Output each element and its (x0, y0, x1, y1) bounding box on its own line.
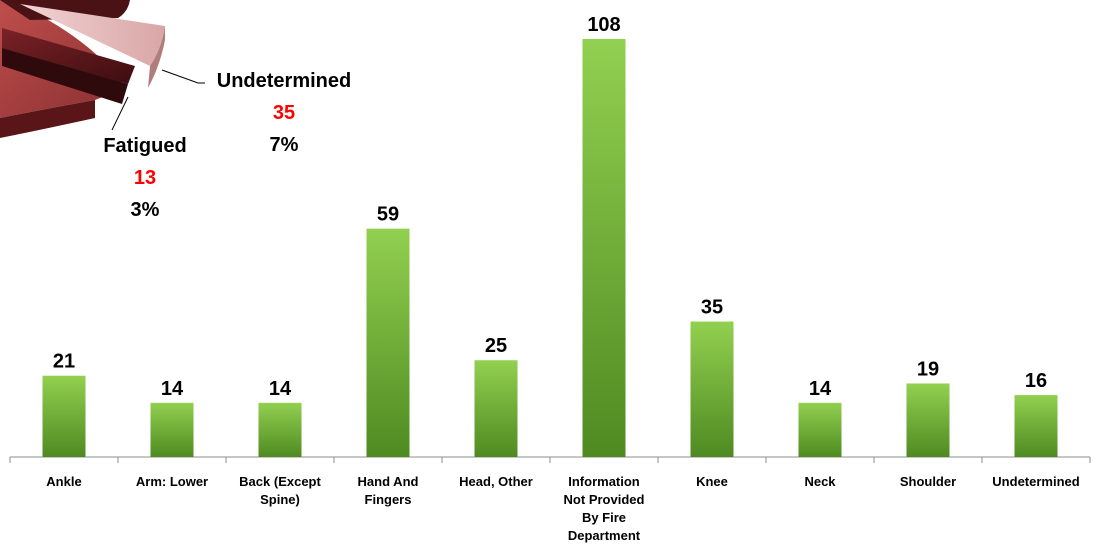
bar-value-label: 14 (269, 378, 292, 400)
bar (1014, 395, 1058, 457)
pie-label-fatigued: Fatigued 13 3% (103, 135, 186, 221)
category-label-line: Department (568, 528, 641, 543)
bar-value-label: 25 (485, 335, 507, 357)
category-label-line: Knee (696, 474, 728, 489)
category-label: Back (Except Spine) (239, 474, 321, 507)
category-label: Information Not Provided By Fire Department (564, 474, 645, 543)
pie-label-fatigued-percent: 3% (131, 199, 160, 221)
category-label: Neck (804, 474, 836, 489)
bar (906, 383, 950, 457)
category-label-line: Ankle (46, 474, 81, 489)
bar (582, 39, 626, 457)
category-label-line: Head, Other (459, 474, 533, 489)
category-label-line: Information (568, 474, 640, 489)
pie-label-fatigued-name: Fatigued (103, 135, 186, 157)
category-label: Knee (696, 474, 728, 489)
pie-label-undetermined-percent: 7% (270, 134, 299, 156)
pie-label-fatigued-count: 13 (134, 167, 156, 189)
pie-slice-fatigued-side (2, 48, 128, 104)
bar (798, 402, 842, 457)
bar (474, 360, 518, 457)
x-axis-ticks (9, 457, 1091, 463)
pie-leader-fatigued (111, 96, 129, 131)
bar-value-label: 19 (917, 358, 939, 380)
pie-slice-undetermined (20, 4, 165, 66)
category-label-line: Fingers (365, 492, 412, 507)
category-label: Hand And Fingers (358, 474, 419, 507)
pie-label-undetermined: Undetermined 35 7% (217, 70, 351, 156)
bar-value-label: 21 (53, 351, 75, 373)
category-label: Arm: Lower (136, 474, 208, 489)
pie-label-undetermined-name: Undetermined (217, 70, 351, 92)
category-label: Head, Other (459, 474, 533, 489)
bar-value-label: 16 (1025, 370, 1047, 392)
pie-chart-fragment (0, 0, 205, 138)
bar-value-label: 35 (701, 297, 723, 319)
bars (42, 39, 1058, 457)
bar (366, 228, 410, 457)
pie-slice-top-dark (0, 0, 130, 20)
pie-label-undetermined-count: 35 (273, 102, 295, 124)
bar-value-label: 14 (809, 378, 832, 400)
pie-slice-undetermined-side (148, 26, 165, 88)
category-label: Shoulder (900, 474, 956, 489)
bar (258, 402, 302, 457)
category-label-line: Arm: Lower (136, 474, 208, 489)
category-label-line: Not Provided (564, 492, 645, 507)
category-label: Undetermined (992, 474, 1079, 489)
pie-slice-large-side (0, 100, 95, 138)
category-labels: Ankle Arm: Lower Back (Except Spine) Hand An… (46, 474, 1079, 543)
category-label-line: By Fire (582, 510, 626, 525)
bar-value-label: 14 (161, 378, 184, 400)
bar (690, 321, 734, 457)
category-label-line: Undetermined (992, 474, 1079, 489)
bar-value-label: 108 (587, 14, 620, 36)
bar-value-label: 59 (377, 204, 399, 226)
category-label-line: Shoulder (900, 474, 956, 489)
pie-slice-fatigued (2, 28, 135, 84)
value-labels: 21 14 14 59 25 108 35 14 19 16 (53, 14, 1047, 400)
bar (150, 402, 194, 457)
pie-leader-undetermined (161, 69, 205, 84)
category-label-line: Spine) (260, 492, 300, 507)
bar (42, 375, 86, 457)
category-label: Ankle (46, 474, 81, 489)
category-label-line: Back (Except (239, 474, 321, 489)
category-label-line: Neck (804, 474, 836, 489)
category-label-line: Hand And (358, 474, 419, 489)
